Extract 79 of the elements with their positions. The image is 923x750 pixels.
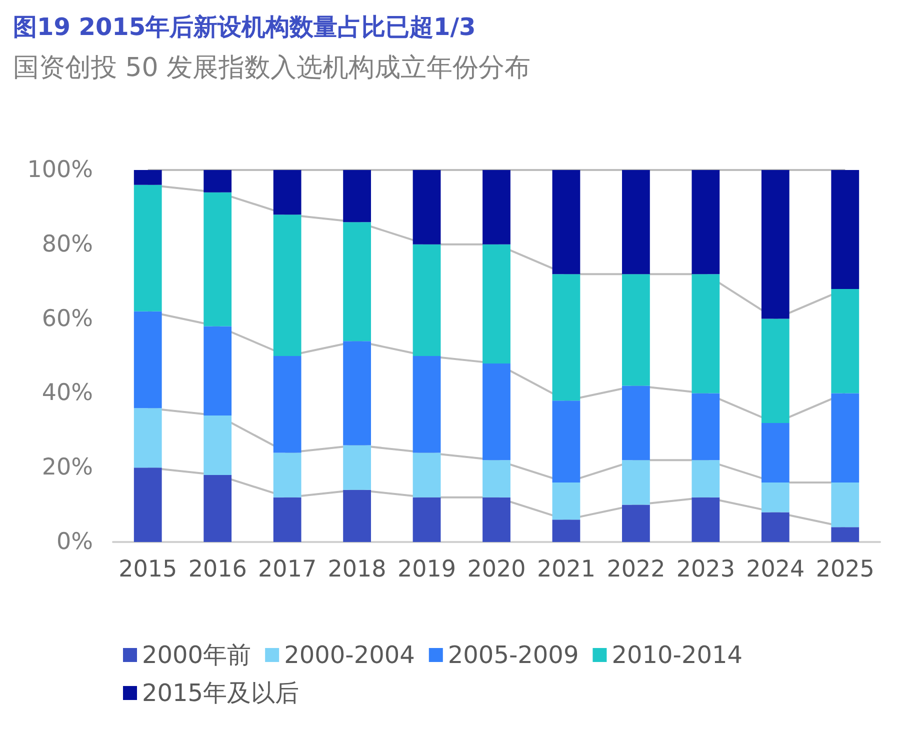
bar xyxy=(482,363,510,460)
y-tick-label: 40% xyxy=(42,380,93,406)
bar xyxy=(831,393,860,482)
bar xyxy=(761,170,790,319)
x-tick-label: 2021 xyxy=(536,556,596,582)
x-tick-label: 2016 xyxy=(188,556,247,582)
legend-label: 2005-2009 xyxy=(448,641,579,669)
bar xyxy=(692,274,720,394)
bar xyxy=(343,341,371,446)
x-tick-label: 2018 xyxy=(328,556,386,582)
bar xyxy=(622,460,650,505)
bar xyxy=(273,356,302,453)
bar xyxy=(204,416,232,476)
x-tick-label: 2020 xyxy=(467,556,526,582)
bar xyxy=(343,445,371,490)
bar xyxy=(622,386,650,460)
x-tick-label: 2023 xyxy=(676,556,735,582)
bar xyxy=(412,170,441,244)
bar xyxy=(343,170,371,222)
bar xyxy=(412,452,441,498)
bar xyxy=(273,214,302,356)
x-tick-label: 2017 xyxy=(258,556,317,582)
bar xyxy=(412,497,441,542)
x-tick-label: 2022 xyxy=(606,556,666,582)
x-tick-label: 2019 xyxy=(398,556,456,582)
bar xyxy=(204,475,232,542)
bar xyxy=(692,460,720,498)
bar xyxy=(622,274,650,386)
bar xyxy=(204,192,232,326)
bar xyxy=(412,356,441,453)
bar xyxy=(831,527,860,542)
bar xyxy=(692,393,720,460)
y-tick-label: 100% xyxy=(27,157,93,183)
bar xyxy=(622,170,650,274)
bar xyxy=(761,318,790,423)
bar xyxy=(343,222,371,342)
legend-label: 2000-2004 xyxy=(284,641,415,669)
y-tick-label: 20% xyxy=(42,454,93,481)
legend-label: 2000年前 xyxy=(142,641,252,669)
bar xyxy=(134,311,162,408)
bar xyxy=(552,274,580,401)
legend-label: 2015年及以后 xyxy=(142,679,300,707)
bar xyxy=(831,289,860,394)
bar xyxy=(204,326,232,416)
y-tick-label: 0% xyxy=(56,529,93,555)
bar xyxy=(482,497,510,542)
bar xyxy=(412,244,441,356)
bar xyxy=(273,170,302,215)
bar xyxy=(761,482,790,512)
bar xyxy=(134,170,162,185)
bar xyxy=(552,482,580,520)
bar xyxy=(761,422,790,482)
x-tick-label: 2024 xyxy=(746,556,805,582)
bar xyxy=(831,482,860,528)
bar xyxy=(761,512,790,542)
bar xyxy=(831,170,860,290)
bar xyxy=(552,170,580,274)
legend-label: 2010-2014 xyxy=(612,641,743,669)
bar xyxy=(482,460,510,498)
chart-subtitle: 国资创投 50 发展指数入选机构成立年份分布 xyxy=(13,53,531,83)
y-tick-label: 80% xyxy=(42,231,93,258)
bar xyxy=(343,490,371,542)
bar xyxy=(273,497,302,542)
chart-title: 图19 2015年后新设机构数量占比已超1/3 xyxy=(13,13,476,41)
x-tick-label: 2025 xyxy=(816,556,874,582)
bar xyxy=(622,504,650,542)
bar xyxy=(692,497,720,542)
bar xyxy=(482,244,510,364)
bar xyxy=(552,520,580,542)
bar xyxy=(692,170,720,274)
y-tick-label: 60% xyxy=(42,306,93,332)
bar xyxy=(134,184,162,312)
bar xyxy=(204,170,232,192)
bar xyxy=(273,452,302,498)
bar xyxy=(134,468,162,542)
bar xyxy=(482,170,510,244)
bar xyxy=(134,408,162,468)
bar xyxy=(552,400,580,482)
x-tick-label: 2015 xyxy=(118,556,178,582)
